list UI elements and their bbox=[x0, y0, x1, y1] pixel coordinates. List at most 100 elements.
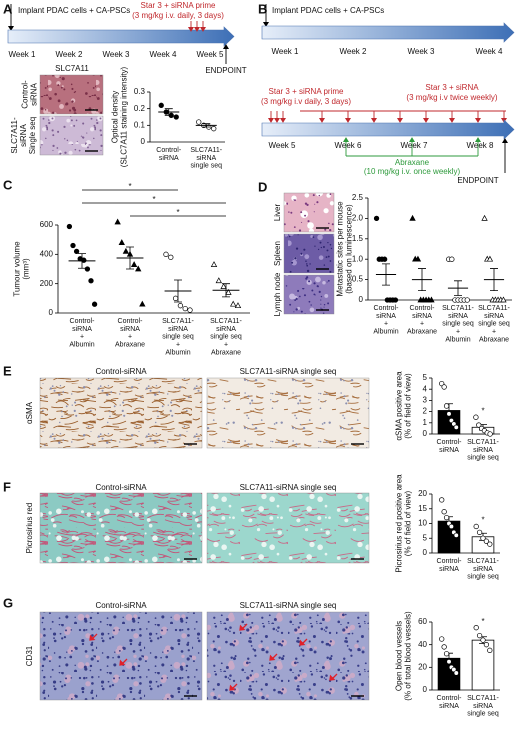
text-line: siRNA bbox=[439, 447, 459, 454]
text-line: + bbox=[80, 334, 84, 341]
text-line: SLC7A11- bbox=[210, 318, 242, 325]
y-tick-label: 400 bbox=[40, 249, 54, 258]
micrograph bbox=[39, 115, 104, 156]
arrow bbox=[262, 4, 270, 27]
text-line: SLC7A11- bbox=[162, 318, 194, 325]
text-line: Optical density bbox=[111, 91, 120, 143]
significance-mark: * bbox=[128, 182, 131, 191]
data-point bbox=[118, 239, 125, 245]
y-tick-label: 1.5 bbox=[352, 234, 364, 243]
y-axis-label: αSMA positive area(% of field of view) bbox=[395, 371, 413, 441]
data-point bbox=[487, 431, 493, 437]
label: Week 6 bbox=[335, 141, 363, 150]
y-tick-label: 10 bbox=[418, 519, 427, 528]
vessel-arrow bbox=[229, 683, 238, 691]
text-line: siRNA bbox=[484, 313, 504, 320]
y-tick-label: 0 bbox=[423, 548, 428, 557]
label: Implant PDAC cells + CA-PSCs bbox=[18, 6, 130, 15]
text-line: siRNA bbox=[473, 566, 493, 573]
data-point bbox=[234, 302, 242, 309]
data-point bbox=[177, 303, 184, 309]
y-tick-label: 2 bbox=[423, 407, 428, 416]
data-point bbox=[449, 256, 455, 262]
label: Week 5 bbox=[269, 141, 297, 150]
text-line: (mm³) bbox=[22, 258, 31, 280]
data-point bbox=[163, 251, 169, 257]
data-point bbox=[439, 636, 445, 642]
text-line: Single seq bbox=[28, 117, 37, 154]
significance-mark: * bbox=[481, 516, 484, 525]
error-bar bbox=[454, 280, 462, 296]
text-line: (based on luminescence) bbox=[345, 204, 354, 294]
x-tick-label: SLC7A11-siRNA single seq + Abraxane bbox=[210, 318, 242, 356]
text-line: siRNA bbox=[439, 703, 459, 710]
micrograph bbox=[206, 492, 370, 564]
text-line: single seq bbox=[467, 455, 499, 462]
text-line: Abraxane bbox=[211, 349, 241, 356]
y-tick-label: 1.0 bbox=[352, 254, 364, 263]
data-point bbox=[480, 637, 486, 643]
data-point bbox=[172, 295, 179, 301]
error-bar bbox=[222, 283, 230, 298]
data-point bbox=[473, 625, 479, 631]
x-tick-label: Control-siRNA + Albumin bbox=[69, 318, 95, 349]
micrograph bbox=[39, 611, 203, 701]
text-line: SLC7A11- bbox=[10, 117, 19, 154]
y-axis-label: Picrosirius red positive area(% of field… bbox=[395, 474, 413, 573]
data-point bbox=[483, 538, 490, 544]
y-tick-label: 20 bbox=[418, 489, 427, 498]
label: αSMA bbox=[25, 401, 34, 424]
label: Star 3 + siRNA prime bbox=[269, 87, 344, 96]
label: Week 1 bbox=[9, 50, 37, 59]
micrograph bbox=[206, 611, 370, 701]
vessel-arrow bbox=[239, 623, 248, 631]
data-point bbox=[480, 535, 486, 541]
micrograph bbox=[283, 233, 335, 274]
data-point bbox=[91, 301, 98, 307]
error-bar bbox=[382, 263, 390, 286]
data-point bbox=[70, 242, 76, 249]
label: Week 2 bbox=[340, 47, 368, 56]
error-bar bbox=[164, 108, 173, 116]
data-point bbox=[66, 223, 73, 230]
text-line: Control- bbox=[374, 305, 400, 312]
arrow bbox=[474, 111, 482, 123]
label: SLC7A11-siRNASingle seq bbox=[10, 117, 37, 154]
data-point bbox=[476, 422, 482, 428]
panel-label: G bbox=[3, 595, 13, 610]
panel-label: F bbox=[3, 479, 11, 494]
data-point bbox=[476, 632, 483, 639]
x-tick-label: SLC7A11-siRNA single seq + Albumin bbox=[442, 305, 474, 343]
text-line: siRNA bbox=[448, 313, 468, 320]
text-line: (% of total blood vessels) bbox=[404, 611, 413, 701]
text-line: Control- bbox=[118, 318, 144, 325]
text-line: (% of field of view) bbox=[404, 490, 413, 556]
text-line: Metastatic sites per mouse bbox=[336, 201, 345, 297]
text-line: Tumour volume bbox=[13, 241, 22, 297]
text-line: Albumin bbox=[165, 349, 190, 356]
label: Week 3 bbox=[408, 47, 436, 56]
data-point bbox=[168, 254, 174, 260]
text-line: Control- bbox=[70, 318, 96, 325]
text-line: (SLC7A11 staining intensity) bbox=[120, 66, 129, 167]
label: Control-siRNA bbox=[95, 601, 147, 610]
data-point bbox=[441, 644, 447, 650]
data-point bbox=[453, 532, 459, 538]
panel-label: B bbox=[258, 1, 267, 16]
data-point bbox=[210, 261, 218, 267]
y-tick-label: 600 bbox=[40, 220, 54, 229]
text-line: SLC7A11- bbox=[442, 305, 474, 312]
text-line: Control- bbox=[21, 80, 30, 109]
y-tick-label: 0.1 bbox=[134, 120, 146, 129]
label: SLC7A11 bbox=[55, 64, 89, 73]
data-point bbox=[135, 265, 142, 272]
significance-mark: * bbox=[481, 617, 484, 626]
label: Control-siRNA bbox=[21, 80, 39, 109]
data-point bbox=[382, 256, 388, 262]
arrow bbox=[448, 111, 456, 123]
error-bar bbox=[202, 123, 211, 128]
arrow bbox=[279, 111, 287, 123]
significance-mark: * bbox=[176, 208, 179, 217]
label: ENDPOINT bbox=[205, 66, 246, 75]
label: Lymph node bbox=[273, 272, 282, 316]
